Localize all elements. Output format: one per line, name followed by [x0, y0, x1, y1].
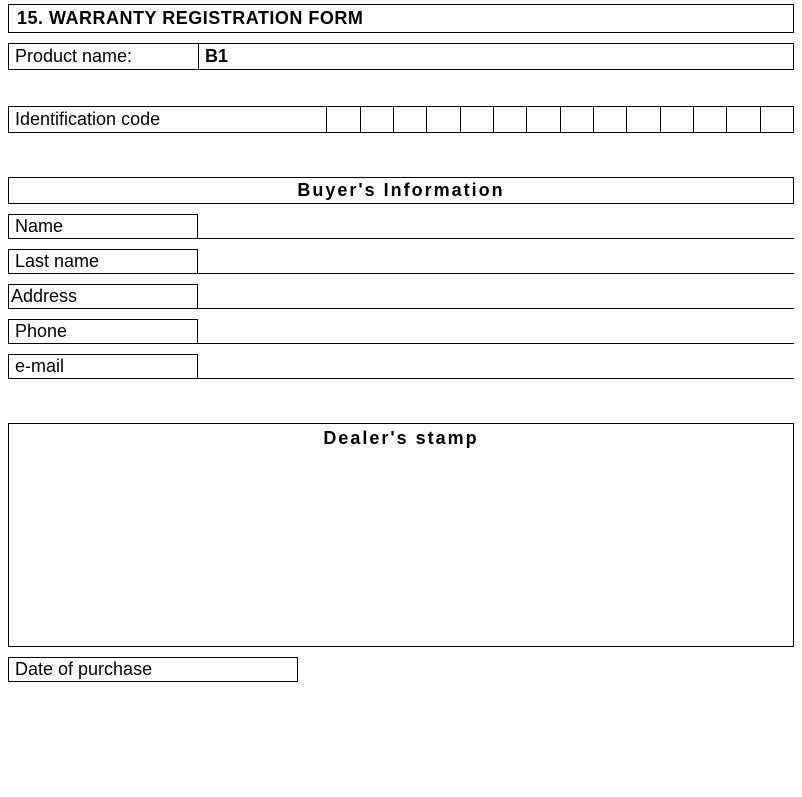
id-code-cell[interactable] — [393, 107, 426, 133]
id-code-cell[interactable] — [593, 107, 626, 133]
spacer — [8, 70, 794, 106]
id-code-cell[interactable] — [560, 107, 593, 133]
name-input[interactable] — [198, 214, 794, 239]
last-name-input[interactable] — [198, 249, 794, 274]
spacer — [8, 274, 794, 284]
date-of-purchase-row: Date of purchase — [8, 657, 794, 682]
form-title: 15. WARRANTY REGISTRATION FORM — [8, 4, 794, 33]
spacer — [8, 344, 794, 354]
phone-input[interactable] — [198, 319, 794, 344]
spacer — [8, 647, 794, 657]
date-of-purchase-label: Date of purchase — [8, 657, 298, 682]
dealers-stamp-heading: Dealer's stamp — [323, 428, 478, 448]
email-input[interactable] — [198, 354, 794, 379]
address-row: Address — [8, 284, 794, 309]
id-code-cell[interactable] — [493, 107, 526, 133]
product-name-row: Product name: B1 — [8, 43, 794, 70]
id-code-cell[interactable] — [660, 107, 693, 133]
last-name-label: Last name — [8, 249, 198, 274]
id-code-cell[interactable] — [460, 107, 493, 133]
name-label: Name — [8, 214, 198, 239]
product-name-label: Product name: — [9, 44, 199, 70]
id-code-cell[interactable] — [727, 107, 760, 133]
id-code-cell[interactable] — [760, 107, 794, 133]
name-row: Name — [8, 214, 794, 239]
spacer — [8, 133, 794, 177]
id-code-cell[interactable] — [427, 107, 460, 133]
id-code-cell[interactable] — [360, 107, 393, 133]
spacer — [8, 379, 794, 423]
identification-code-label: Identification code — [9, 107, 327, 133]
email-row: e-mail — [8, 354, 794, 379]
spacer — [8, 33, 794, 43]
id-code-cell[interactable] — [693, 107, 726, 133]
spacer — [8, 204, 794, 214]
address-input[interactable] — [198, 284, 794, 309]
identification-code-row: Identification code — [8, 106, 794, 133]
phone-label: Phone — [8, 319, 198, 344]
dealers-stamp-box: Dealer's stamp — [8, 423, 794, 647]
phone-row: Phone — [8, 319, 794, 344]
last-name-row: Last name — [8, 249, 794, 274]
address-label: Address — [8, 284, 198, 309]
id-code-cell[interactable] — [627, 107, 660, 133]
product-name-value: B1 — [199, 44, 794, 70]
buyers-information-heading: Buyer's Information — [8, 177, 794, 204]
spacer — [8, 239, 794, 249]
spacer — [8, 309, 794, 319]
email-label: e-mail — [8, 354, 198, 379]
id-code-cell[interactable] — [327, 107, 360, 133]
id-code-cell[interactable] — [527, 107, 560, 133]
